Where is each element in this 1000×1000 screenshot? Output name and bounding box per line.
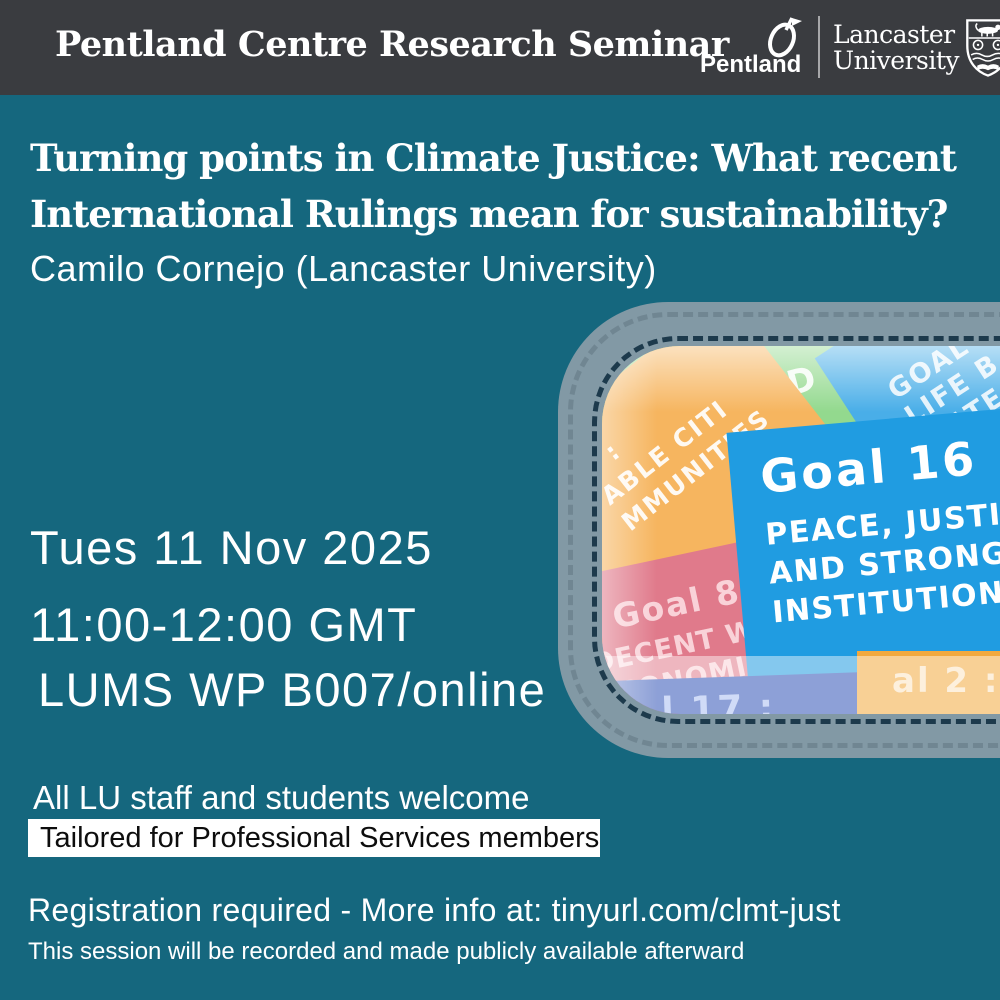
card-goal2-zero-hunger: al 2 : RO HUN xyxy=(857,651,1000,714)
photo-frame: LIFE ON LAND GOAL LIFE B WATE 1 : ABLE C… xyxy=(558,302,1000,758)
sdg-photo: LIFE ON LAND GOAL LIFE B WATE 1 : ABLE C… xyxy=(602,346,1000,714)
tailored-banner-text: Tailored for Professional Services membe… xyxy=(40,821,600,854)
lancaster-wordmark: Lancaster University xyxy=(833,20,960,75)
seminar-title: Turning points in Climate Justice: What … xyxy=(30,130,957,242)
header-bar: Pentland Centre Research Seminar Pentlan… xyxy=(0,0,1000,95)
tailored-banner: Tailored for Professional Services membe… xyxy=(28,819,600,857)
svg-text:Pentland: Pentland xyxy=(700,51,801,78)
event-time: 11:00-12:00 GMT xyxy=(30,598,418,651)
pentland-logo-icon: Pentland xyxy=(700,17,802,78)
event-date: Tues 11 Nov 2025 xyxy=(30,521,433,574)
recording-note: This session will be recorded and made p… xyxy=(28,938,745,965)
seminar-title-line1: Turning points in Climate Justice: What … xyxy=(30,136,957,180)
event-location: LUMS WP B007/online xyxy=(38,663,547,716)
photo-dashed-border: LIFE ON LAND GOAL LIFE B WATE 1 : ABLE C… xyxy=(592,336,1000,724)
lancaster-logo: Lancaster University xyxy=(833,18,1000,78)
seminar-title-line2: International Rulings mean for sustainab… xyxy=(30,192,948,236)
registration-text: Registration required - More info at: ti… xyxy=(28,892,841,928)
photo-bottom-fade xyxy=(602,656,1000,714)
header-title: Pentland Centre Research Seminar xyxy=(55,24,729,65)
welcome-text: All LU staff and students welcome xyxy=(33,779,530,816)
card-goal16-peace-justice: Goal 16 : PEACE, JUSTICE AND STRONG INST… xyxy=(726,404,1000,687)
logo-divider xyxy=(818,16,820,78)
photo-top-fade xyxy=(602,346,1000,412)
speaker-name: Camilo Cornejo (Lancaster University) xyxy=(30,248,657,289)
lancaster-shield-icon xyxy=(966,19,1000,77)
pentland-flag-icon xyxy=(784,17,802,31)
